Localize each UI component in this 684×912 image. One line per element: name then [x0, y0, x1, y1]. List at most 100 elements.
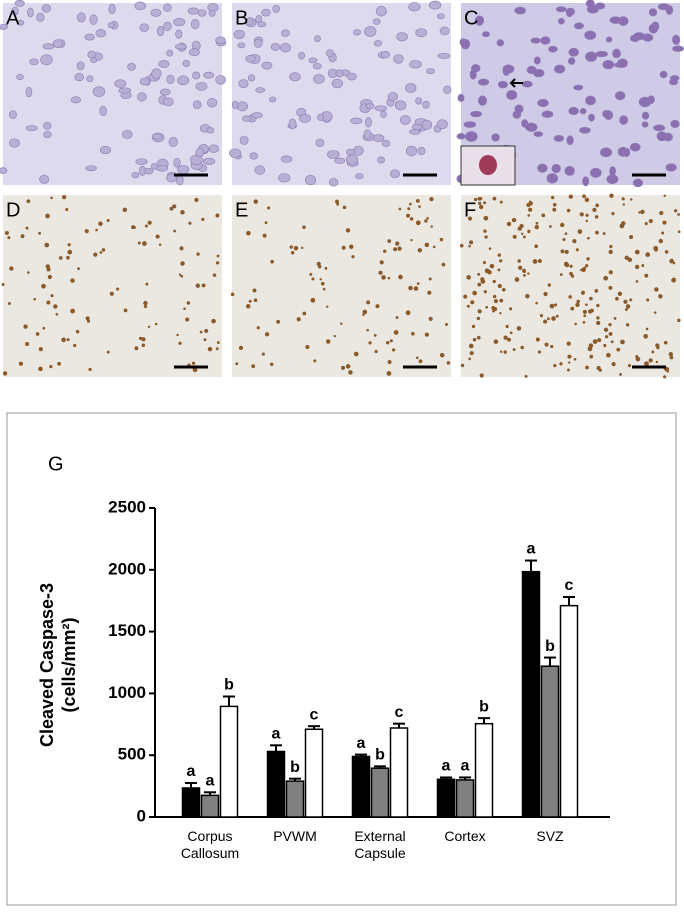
nucleus: [568, 194, 573, 199]
cell: [566, 135, 574, 146]
nucleus: [572, 238, 577, 244]
cell: [242, 115, 252, 122]
cell: [238, 79, 249, 88]
cell: [595, 50, 608, 58]
nucleus: [391, 348, 396, 352]
nucleus: [468, 357, 472, 361]
cell: [9, 138, 20, 148]
cell: [261, 8, 271, 17]
nucleus: [428, 316, 433, 321]
nucleus: [375, 304, 380, 309]
cell: [537, 98, 549, 108]
nucleus: [641, 264, 645, 268]
nucleus: [586, 257, 590, 261]
nucleus: [41, 283, 46, 289]
nucleus: [57, 361, 62, 366]
cell: [150, 8, 162, 17]
significance-letter: a: [187, 763, 196, 780]
nucleus: [550, 344, 554, 349]
cell: [187, 7, 200, 15]
nucleus: [575, 302, 580, 307]
nucleus: [141, 343, 146, 348]
nucleus: [251, 364, 256, 369]
nucleus: [653, 311, 657, 314]
nucleus: [410, 238, 413, 242]
y-tick-label: 2500: [108, 497, 146, 516]
cell: [553, 134, 565, 142]
nucleus: [378, 270, 383, 275]
nucleus: [624, 308, 628, 311]
nucleus: [525, 293, 530, 299]
cell: [346, 148, 356, 156]
cell: [231, 100, 239, 109]
cell: [470, 110, 483, 118]
micrograph: B: [229, 0, 452, 187]
nucleus: [559, 362, 563, 366]
nucleus: [348, 370, 353, 375]
nucleus: [99, 251, 103, 254]
cell: [188, 48, 200, 57]
cell: [208, 9, 216, 17]
nucleus: [549, 225, 552, 228]
nucleus: [155, 234, 160, 239]
cell: [108, 3, 116, 15]
nucleus: [192, 367, 198, 373]
cell: [477, 95, 488, 106]
nucleus: [395, 241, 400, 246]
nucleus: [524, 374, 528, 378]
nucleus: [555, 314, 559, 318]
cell: [381, 140, 391, 147]
nucleus: [521, 232, 524, 236]
cell: [42, 43, 55, 50]
nucleus: [476, 335, 481, 340]
cell: [533, 131, 544, 137]
nucleus: [342, 205, 347, 210]
bar: [285, 780, 305, 818]
nucleus: [319, 278, 322, 281]
nucleus: [317, 265, 322, 269]
nucleus: [143, 304, 148, 309]
cell: [40, 54, 53, 66]
cell: [182, 59, 191, 68]
nucleus: [27, 271, 30, 274]
nucleus: [648, 358, 653, 363]
nucleus: [528, 207, 533, 212]
nucleus: [658, 238, 664, 244]
nucleus: [427, 290, 432, 295]
cell: [41, 4, 52, 13]
cell: [288, 118, 297, 130]
cell: [52, 39, 64, 48]
cell: [436, 119, 448, 130]
cell: [614, 91, 626, 101]
nucleus: [203, 338, 207, 342]
nucleus: [499, 350, 503, 354]
nucleus: [520, 345, 524, 350]
cell: [236, 101, 248, 112]
nucleus: [664, 250, 669, 254]
nucleus: [25, 226, 29, 230]
nucleus: [143, 300, 148, 306]
significance-letter: c: [395, 704, 404, 721]
nucleus: [142, 241, 147, 246]
cell: [521, 80, 533, 88]
nucleus: [499, 259, 503, 263]
nucleus: [582, 194, 586, 199]
cell: [469, 69, 477, 80]
nucleus: [537, 258, 542, 263]
nucleus: [340, 322, 343, 325]
nucleus: [628, 234, 634, 240]
nucleus: [33, 297, 37, 301]
nucleus: [445, 323, 448, 326]
significance-letter: b: [290, 759, 300, 776]
cell: [530, 37, 541, 44]
significance-letter: a: [357, 735, 366, 752]
nucleus: [499, 200, 503, 204]
nucleus: [672, 261, 676, 265]
cell: [355, 173, 364, 179]
nucleus: [408, 285, 413, 291]
cell: [653, 124, 666, 132]
nucleus: [137, 241, 141, 245]
nucleus: [506, 221, 512, 227]
nucleus: [201, 283, 206, 288]
